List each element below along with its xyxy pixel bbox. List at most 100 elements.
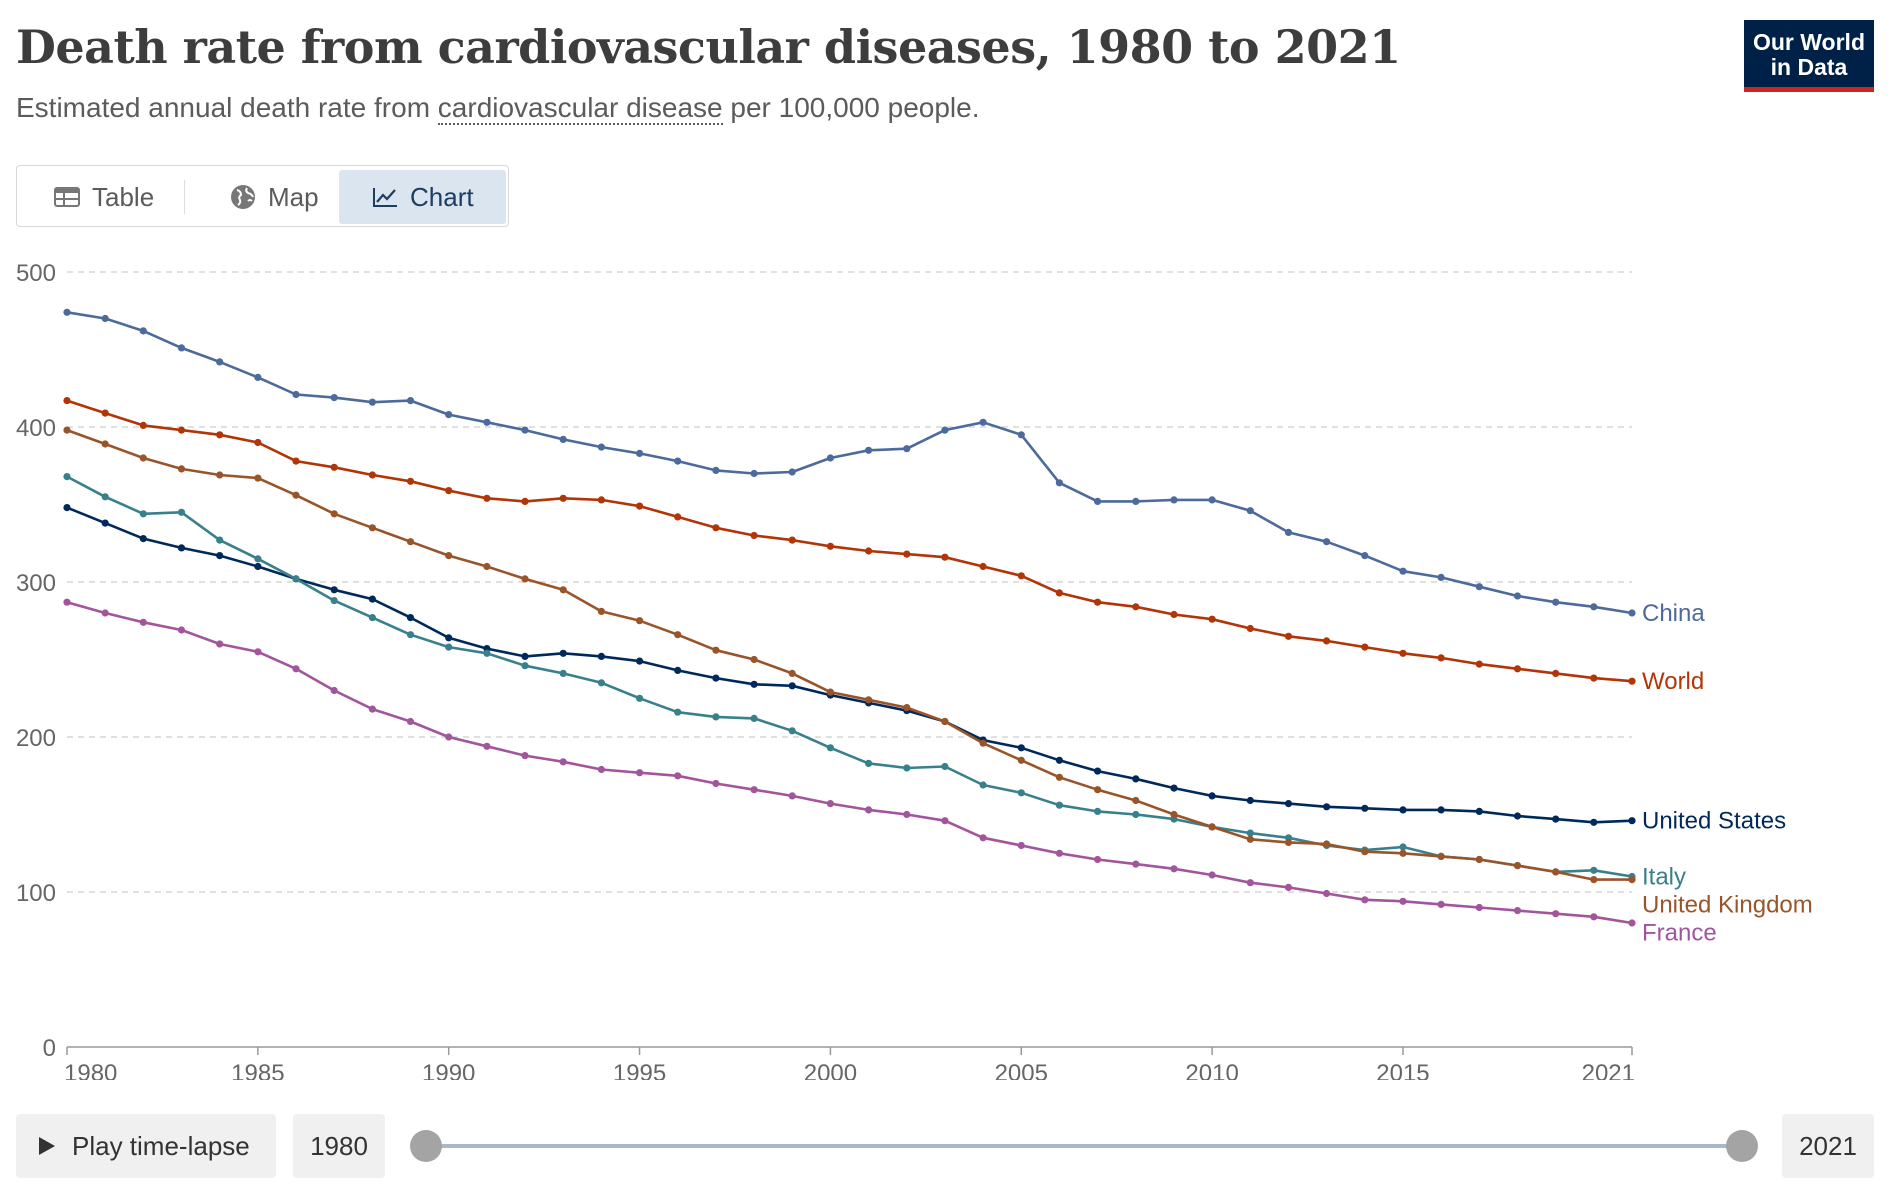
data-point (1055, 849, 1063, 857)
data-point (1132, 497, 1140, 505)
data-point (979, 418, 987, 426)
data-point (1208, 871, 1216, 879)
timeline-end-handle[interactable] (1726, 1130, 1758, 1162)
data-point (903, 550, 911, 558)
data-point (1437, 806, 1445, 814)
data-point (254, 648, 262, 656)
series-line (66, 311, 1633, 615)
timeline-start-year[interactable]: 1980 (293, 1114, 385, 1178)
data-point (216, 552, 224, 560)
data-point (1055, 479, 1063, 487)
data-point (941, 426, 949, 434)
series-label: Italy (1642, 864, 1686, 891)
data-point (292, 390, 300, 399)
tab-table[interactable]: Table (21, 170, 191, 224)
tab-chart[interactable]: Chart (339, 170, 506, 224)
data-point (636, 617, 644, 625)
data-point (1399, 843, 1407, 851)
data-point (1246, 835, 1254, 843)
data-point (406, 538, 415, 546)
data-point (1132, 775, 1140, 783)
table-icon (54, 187, 80, 207)
data-point (979, 739, 987, 747)
data-point (636, 769, 644, 777)
timeline-start-handle[interactable] (410, 1130, 442, 1162)
data-point (597, 607, 606, 615)
data-point (1475, 583, 1483, 591)
data-point (254, 562, 262, 571)
tab-map[interactable]: Map (197, 170, 347, 224)
data-point (406, 631, 415, 639)
data-point (941, 817, 949, 825)
data-point (1513, 592, 1522, 600)
data-point (1170, 865, 1178, 873)
timeline-end-year[interactable]: 2021 (1782, 1114, 1874, 1178)
data-point (1094, 497, 1102, 505)
data-point (1170, 496, 1178, 504)
data-point (712, 466, 720, 474)
data-point (1055, 801, 1063, 809)
data-point (597, 679, 606, 687)
data-point (1017, 756, 1025, 764)
data-point (559, 649, 567, 657)
data-point (788, 727, 796, 735)
globe-icon (231, 185, 255, 209)
data-point (826, 454, 835, 462)
data-point (674, 666, 682, 674)
play-timelapse-button[interactable]: Play time-lapse (16, 1114, 276, 1178)
series-label: United States (1642, 808, 1786, 835)
data-point (1132, 603, 1140, 611)
data-point (1628, 609, 1636, 617)
data-point (1017, 744, 1025, 752)
data-point (1017, 789, 1025, 797)
data-point (1323, 803, 1331, 811)
data-point (1628, 876, 1636, 884)
series-label: United Kingdom (1642, 892, 1813, 919)
data-point (788, 468, 796, 476)
x-tick-label: 2015 (1376, 1060, 1429, 1080)
data-point (826, 744, 835, 752)
data-point (1399, 849, 1407, 857)
data-point (1475, 807, 1483, 816)
data-point (1552, 669, 1560, 677)
tab-chart-label: Chart (410, 181, 474, 212)
data-point (903, 704, 911, 712)
data-point (368, 398, 376, 406)
data-point (1628, 919, 1636, 927)
data-point (1284, 838, 1293, 847)
data-point (483, 562, 491, 571)
data-point (597, 443, 606, 451)
data-point (1437, 900, 1445, 909)
series-label: World (1642, 668, 1704, 695)
series-line (66, 399, 1633, 683)
owid-logo[interactable]: Our World in Data (1744, 20, 1874, 92)
data-point (483, 418, 491, 426)
data-point (63, 397, 71, 405)
series-label: China (1642, 600, 1705, 627)
tab-map-label: Map (268, 181, 319, 212)
timeline-slider-track[interactable] (426, 1144, 1742, 1148)
data-point (1323, 538, 1331, 546)
data-point (750, 531, 758, 540)
line-chart-icon (373, 188, 397, 207)
data-point (521, 752, 529, 760)
data-point (636, 449, 644, 457)
data-point (406, 614, 415, 622)
data-point (177, 544, 186, 552)
data-point (139, 535, 147, 543)
data-point (865, 806, 873, 814)
series-line (66, 475, 1633, 878)
x-tick-label: 1980 (64, 1060, 117, 1080)
data-point (406, 397, 415, 405)
data-point (521, 575, 529, 583)
subtitle-definition-link[interactable]: cardiovascular disease (437, 92, 723, 125)
subtitle-text-end: per 100,000 people. (722, 92, 980, 123)
data-point (521, 662, 529, 670)
data-point (177, 426, 186, 434)
data-point (1513, 665, 1522, 673)
data-point (1132, 860, 1140, 868)
gridlines (67, 271, 1632, 893)
data-point (1017, 841, 1025, 850)
data-point (597, 652, 606, 660)
